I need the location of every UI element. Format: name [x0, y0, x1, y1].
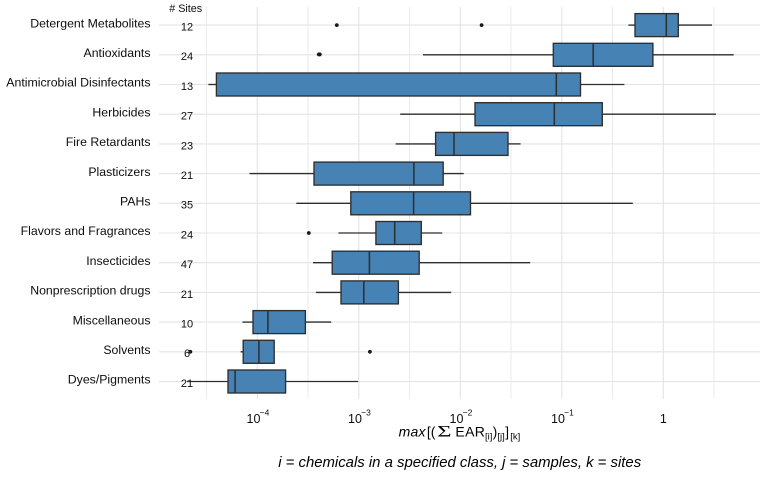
svg-text:]: ]: [505, 424, 509, 439]
svg-text:1: 1: [660, 412, 667, 426]
svg-text:10: 10: [450, 412, 464, 426]
svg-text:Miscellaneous: Miscellaneous: [73, 313, 151, 327]
svg-text:−4: −4: [260, 408, 270, 418]
svg-text:10: 10: [348, 412, 362, 426]
svg-text:Antimicrobial Disinfectants: Antimicrobial Disinfectants: [6, 76, 150, 90]
svg-text:max: max: [399, 423, 427, 439]
svg-text:PAHs: PAHs: [120, 195, 151, 209]
svg-text:[k]: [k]: [510, 432, 520, 443]
svg-text:−1: −1: [564, 408, 574, 418]
svg-text:21: 21: [181, 289, 193, 301]
svg-text:12: 12: [181, 22, 193, 34]
svg-text:10: 10: [247, 412, 261, 426]
svg-text:10: 10: [551, 412, 565, 426]
svg-text:Herbicides: Herbicides: [92, 105, 150, 119]
svg-text:i = chemicals in a specified c: i = chemicals in a specified class, j = …: [278, 455, 641, 471]
svg-text:10: 10: [181, 319, 193, 331]
svg-text:Nonprescription drugs: Nonprescription drugs: [30, 284, 150, 298]
svg-text:21: 21: [181, 378, 193, 390]
svg-text:Plasticizers: Plasticizers: [88, 165, 150, 179]
svg-text:[j]: [j]: [497, 432, 504, 443]
svg-text:24: 24: [181, 229, 193, 241]
svg-text:Detergent Metabolites: Detergent Metabolites: [30, 16, 150, 30]
svg-text:Insecticides: Insecticides: [86, 254, 150, 268]
svg-text:): ): [493, 424, 498, 439]
svg-text:[(: [(: [427, 423, 436, 439]
svg-text:−3: −3: [361, 408, 371, 418]
svg-text:23: 23: [181, 140, 193, 152]
svg-text:Antioxidants: Antioxidants: [84, 46, 151, 60]
svg-text:Flavors and Fragrances: Flavors and Fragrances: [21, 224, 151, 238]
svg-text:EAR: EAR: [455, 423, 485, 439]
svg-text:−2: −2: [463, 408, 473, 418]
svg-text:Fire Retardants: Fire Retardants: [66, 135, 151, 149]
svg-text:21: 21: [181, 170, 193, 182]
svg-text:47: 47: [181, 259, 193, 271]
svg-text:13: 13: [181, 81, 193, 93]
svg-text:24: 24: [181, 51, 193, 63]
svg-text:[i]: [i]: [485, 432, 492, 443]
svg-text:6: 6: [184, 348, 190, 360]
svg-text:Solvents: Solvents: [103, 343, 150, 357]
svg-text:Dyes/Pigments: Dyes/Pigments: [68, 373, 151, 387]
svg-text:27: 27: [181, 111, 193, 123]
svg-text:# Sites: # Sites: [169, 3, 203, 15]
svg-text:Σ: Σ: [437, 424, 451, 441]
svg-text:35: 35: [181, 200, 193, 212]
